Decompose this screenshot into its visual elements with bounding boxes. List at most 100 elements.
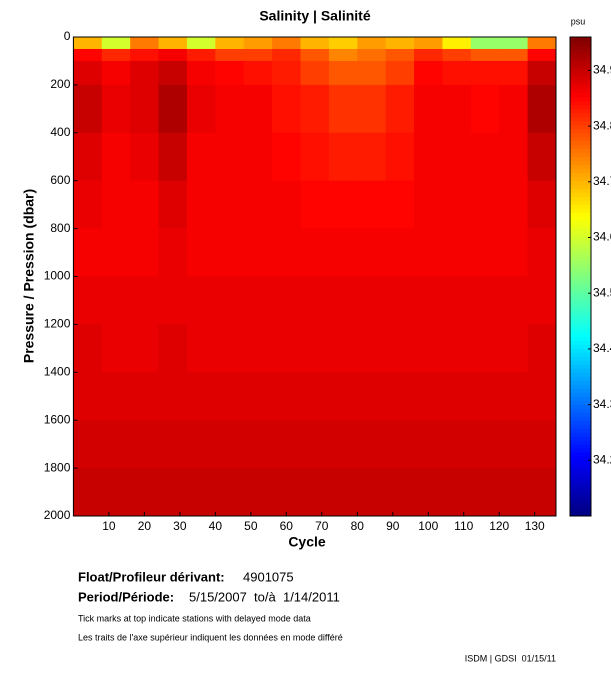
heat-cell (300, 324, 330, 373)
heat-cell (328, 228, 358, 277)
heat-cell (130, 60, 160, 86)
heat-cell (470, 37, 500, 50)
colorbar-slice (570, 236, 591, 241)
heat-cell (442, 132, 472, 182)
colorbar-slice (570, 84, 591, 90)
heat-cell (130, 276, 160, 325)
y-tick-label: 2000 (44, 508, 71, 522)
colorbar-slice (570, 76, 591, 82)
heat-cell (272, 37, 302, 50)
colorbar-slice (570, 508, 591, 513)
heat-cell (130, 180, 160, 230)
colorbar-slice (570, 372, 591, 377)
colorbar-slice (570, 256, 591, 261)
colorbar-slice (570, 108, 591, 114)
heat-cell (73, 276, 103, 325)
colorbar-slice (570, 424, 591, 429)
heat-cell (130, 228, 160, 277)
heat-cell (186, 276, 216, 325)
heat-cell (215, 84, 245, 134)
heat-cell (101, 276, 131, 325)
colorbar-slice (570, 37, 591, 42)
heat-cell (357, 276, 387, 325)
heat-cell (243, 37, 273, 50)
heat-cell (470, 420, 500, 469)
heat-cell (130, 37, 160, 50)
heat-cell (499, 48, 529, 62)
heat-cell (101, 372, 131, 421)
heat-cell (357, 228, 387, 277)
colorbar-slice (570, 104, 591, 110)
heat-cell (73, 180, 103, 230)
y-tick-label: 1400 (44, 364, 71, 378)
heat-cell (527, 84, 557, 134)
colorbar-slice (570, 380, 591, 385)
heat-cell (215, 420, 245, 469)
heat-cell (499, 37, 529, 50)
colorbar-slice (570, 192, 591, 198)
heat-cell (215, 180, 245, 230)
heat-cell (357, 84, 387, 134)
heat-cell (158, 372, 188, 421)
colorbar-slice (570, 396, 591, 401)
colorbar-slice (570, 124, 591, 130)
colorbar-tick-label: 34.4 (593, 341, 611, 355)
period: 5/15/2007 to/à 1/14/2011 (189, 589, 340, 604)
heat-cell (499, 180, 529, 230)
colorbar-slice (570, 368, 591, 373)
heat-cell (186, 37, 216, 50)
heat-cell (328, 84, 358, 134)
heat-cell (243, 276, 273, 325)
heat-cell (385, 420, 415, 469)
heat-cell (101, 48, 131, 62)
colorbar-slice (570, 436, 591, 441)
heat-cell (414, 276, 443, 325)
heat-cell (73, 420, 103, 469)
x-axis-label: Cycle (288, 534, 326, 550)
heat-cell (130, 420, 160, 469)
heat-cell (73, 132, 103, 182)
heat-cell (73, 48, 103, 62)
y-tick-label: 200 (50, 77, 70, 91)
x-tick-label: 40 (209, 519, 223, 533)
heat-cell (243, 180, 273, 230)
heat-cell (272, 180, 302, 230)
heat-cell (272, 276, 302, 325)
heat-cell (442, 180, 472, 230)
heat-cell (328, 420, 358, 469)
colorbar-slice (570, 500, 591, 505)
heat-cell (357, 132, 387, 182)
heat-cell (101, 228, 131, 277)
colorbar-slice (570, 356, 591, 361)
colorbar-slice (570, 464, 591, 469)
heat-cell (73, 468, 103, 517)
heat-cell (527, 420, 557, 469)
colorbar-slice (570, 292, 591, 297)
colorbar-slice (570, 376, 591, 381)
heat-cell (101, 324, 131, 373)
heat-cell (272, 372, 302, 421)
colorbar-slice (570, 224, 591, 229)
heat-cell (527, 37, 557, 50)
heat-cell (414, 84, 443, 134)
heat-cell (300, 276, 330, 325)
colorbar-slice (570, 384, 591, 389)
heat-cell (499, 420, 529, 469)
colorbar-slice (570, 152, 591, 158)
heat-cell (130, 324, 160, 373)
heat-cell (414, 468, 443, 517)
colorbar-slice (570, 320, 591, 325)
heat-cell (357, 37, 387, 50)
colorbar-frame (569, 36, 592, 517)
colorbar-slice (570, 364, 591, 369)
colorbar-slice (570, 252, 591, 257)
float-label: Float/Profileur dérivant: (78, 569, 225, 584)
y-axis-label: Pressure / Pression (dbar) (21, 189, 37, 363)
colorbar-slice (570, 40, 591, 46)
heat-cell (357, 180, 387, 230)
heat-cell (73, 324, 103, 373)
heat-cell (243, 84, 273, 134)
heat-cell (414, 324, 443, 373)
colorbar-slice (570, 60, 591, 66)
y-tick-label: 1600 (44, 412, 71, 426)
